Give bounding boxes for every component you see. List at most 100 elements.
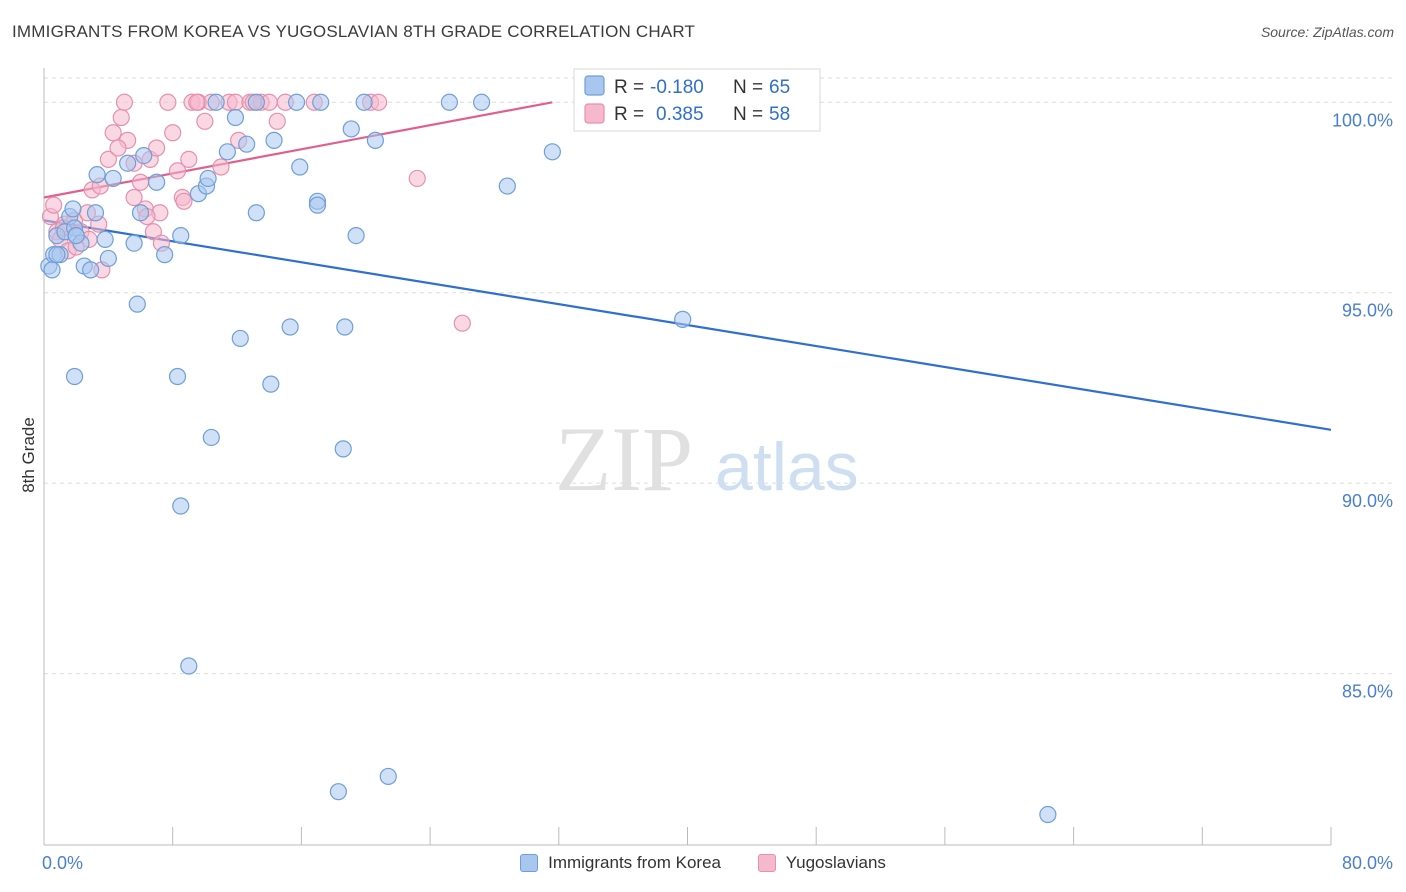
yugoslavian-point (99, 150, 117, 169)
chart-source: Source: ZipAtlas.com (1260, 24, 1394, 40)
legend-swatch-korea (584, 75, 605, 96)
x-tick-label-min: 0.0% (42, 853, 83, 873)
korea-point (88, 166, 106, 184)
legend-n-value-korea: 65 (769, 77, 790, 98)
legend-r-value-korea: -0.180 (650, 77, 704, 98)
y-tick-label: 85.0% (1342, 682, 1393, 702)
korea-point (226, 108, 245, 127)
yugoslavian-point (159, 93, 177, 111)
korea-point (231, 329, 249, 348)
legend-swatch-yugoslavians (584, 103, 605, 124)
korea-point (247, 93, 265, 111)
korea-point (131, 204, 150, 222)
korea-point (128, 295, 146, 313)
watermark-atlas: atlas (715, 429, 859, 505)
korea-point (119, 154, 137, 172)
korea-point (96, 230, 114, 248)
korea-point (291, 158, 309, 176)
yugoslavian-point (453, 314, 471, 332)
korea-point (355, 93, 373, 111)
korea-point (125, 234, 143, 252)
x-tick-label-max: 80.0% (1342, 853, 1393, 873)
yugoslavian-point (268, 112, 286, 130)
legend-item-yugoslavians[interactable]: Yugoslavians (757, 853, 886, 873)
korea-point (82, 261, 100, 279)
legend-n-value-yugoslavians: 58 (769, 104, 790, 125)
korea-point (366, 131, 385, 149)
yugoslavian-point (125, 188, 143, 207)
korea-point (43, 261, 61, 279)
y-tick-label: 90.0% (1342, 491, 1393, 511)
korea-point (265, 131, 283, 149)
korea-point (99, 249, 117, 268)
gridlines (44, 77, 1392, 675)
korea-point (172, 226, 190, 245)
yugoslavian-point (188, 93, 206, 111)
yugoslavian-point (112, 108, 130, 127)
yugoslavian-trend-line (43, 101, 553, 199)
korea-point (48, 246, 66, 264)
legend-n-label-yugoslavians: N = (733, 104, 763, 125)
yugoslavian-point (131, 173, 150, 191)
korea-point (148, 173, 166, 191)
yugoslavian-point (168, 162, 187, 180)
yugoslavian-point (148, 139, 166, 157)
korea-point (67, 226, 85, 245)
korea-point (1039, 805, 1057, 824)
korea-point (342, 120, 360, 138)
korea-point (65, 367, 84, 386)
korea-point (199, 169, 217, 188)
yugoslavian-point (115, 93, 134, 111)
korea-point (64, 200, 82, 218)
korea-point (262, 375, 280, 393)
series-legend: Immigrants from Korea Yugoslavians (0, 853, 1406, 877)
legend-swatch-yugoslavians-bottom (757, 854, 776, 872)
korea-point (207, 93, 225, 111)
korea-point (86, 204, 105, 222)
korea-point (347, 226, 365, 245)
legend-label-yugoslavians: Yugoslavians (785, 853, 886, 872)
yugoslavian-point (180, 150, 198, 169)
yugoslavian-point (196, 112, 214, 130)
korea-point (180, 657, 198, 675)
legend-r-label-yugoslavians: R = (614, 104, 644, 125)
yugoslavian-point (164, 124, 182, 142)
korea-point (472, 93, 491, 111)
y-axis-label: 8th Grade (19, 417, 38, 493)
data-points (40, 93, 1057, 824)
yugoslavian-point (104, 124, 122, 142)
y-tick-labels: 100.0% 95.0% 90.0% 85.0% (1332, 110, 1393, 701)
korea-point (312, 93, 330, 111)
korea-point (674, 310, 692, 328)
yugoslavian-point (408, 169, 426, 188)
chart-title: IMMIGRANTS FROM KOREA VS YUGOSLAVIAN 8TH… (12, 22, 696, 41)
stats-legend: R = -0.180 N = 65 R = 0.385 N = 58 (573, 68, 821, 132)
korea-point (135, 147, 153, 165)
korea-point (308, 196, 327, 214)
yugoslavian-point (370, 93, 388, 111)
legend-r-value-yugoslavians: 0.385 (656, 104, 704, 125)
yugoslavian-point (45, 196, 63, 214)
legend-item-korea[interactable]: Immigrants from Korea (520, 853, 721, 873)
y-tick-label: 100.0% (1332, 110, 1393, 130)
legend-swatch-korea-bottom (520, 854, 539, 872)
korea-point (329, 783, 348, 801)
korea-point (218, 143, 236, 161)
korea-point (498, 177, 516, 195)
korea-point (168, 367, 187, 386)
legend-n-label-korea: N = (733, 77, 763, 98)
trend-lines (43, 101, 1332, 431)
korea-point (238, 135, 256, 153)
yugoslavian-point (109, 139, 127, 157)
yugoslavian-point (175, 192, 193, 210)
korea-point (281, 318, 299, 336)
x-tick-labels: 0.0% 80.0% (42, 853, 1393, 873)
korea-point (379, 767, 397, 786)
yugoslavian-point (226, 93, 245, 111)
korea-point (156, 246, 174, 264)
korea-point (172, 497, 190, 515)
korea-point (334, 440, 352, 458)
korea-point (202, 428, 220, 447)
korea-point (440, 93, 459, 111)
